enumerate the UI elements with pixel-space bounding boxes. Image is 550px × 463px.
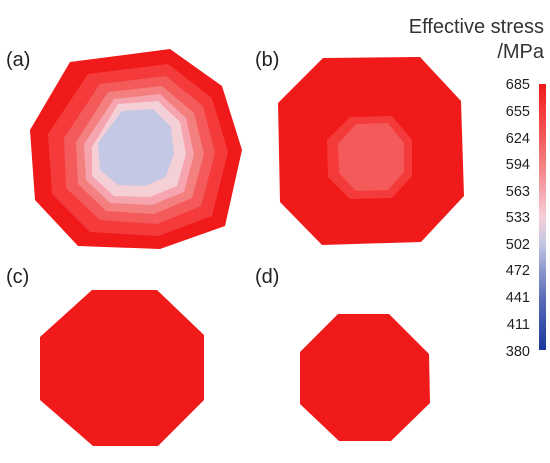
colorbar-title-line1: Effective stress	[409, 16, 544, 38]
panel-a: (a)	[6, 49, 242, 249]
colorbar-tick-label: 624	[506, 131, 530, 147]
panel-b-label: (b)	[255, 49, 279, 71]
colorbar-tick-label: 563	[506, 184, 530, 200]
colorbar-tick-label: 411	[507, 317, 530, 333]
panel-b-band-3	[338, 123, 404, 191]
panel-c: (c)	[6, 266, 204, 446]
panel-b: (b)	[255, 49, 464, 245]
colorbar-tick-label: 533	[506, 210, 530, 226]
colorbar-tick-label: 472	[506, 263, 530, 279]
panel-c-disk	[40, 290, 204, 446]
colorbar-bar	[539, 84, 546, 350]
colorbar-tick-label: 380	[506, 344, 530, 360]
panel-d-label: (d)	[255, 266, 279, 288]
colorbar-tick-label: 594	[506, 157, 530, 173]
panel-c-label: (c)	[6, 266, 29, 288]
colorbar-tick-label: 655	[506, 104, 530, 120]
panel-d: (d)	[255, 266, 430, 441]
colorbar-tick-label: 685	[506, 77, 530, 93]
colorbar-tick-label: 441	[506, 290, 530, 306]
panel-a-label: (a)	[6, 49, 30, 71]
panel-a-core	[98, 109, 174, 186]
colorbar-legend: Effective stress /MPa 685 655 624 594 56…	[409, 16, 546, 360]
panel-d-disk	[300, 314, 430, 441]
colorbar-title-line2: /MPa	[497, 41, 545, 63]
colorbar-tick-label: 502	[506, 237, 530, 253]
